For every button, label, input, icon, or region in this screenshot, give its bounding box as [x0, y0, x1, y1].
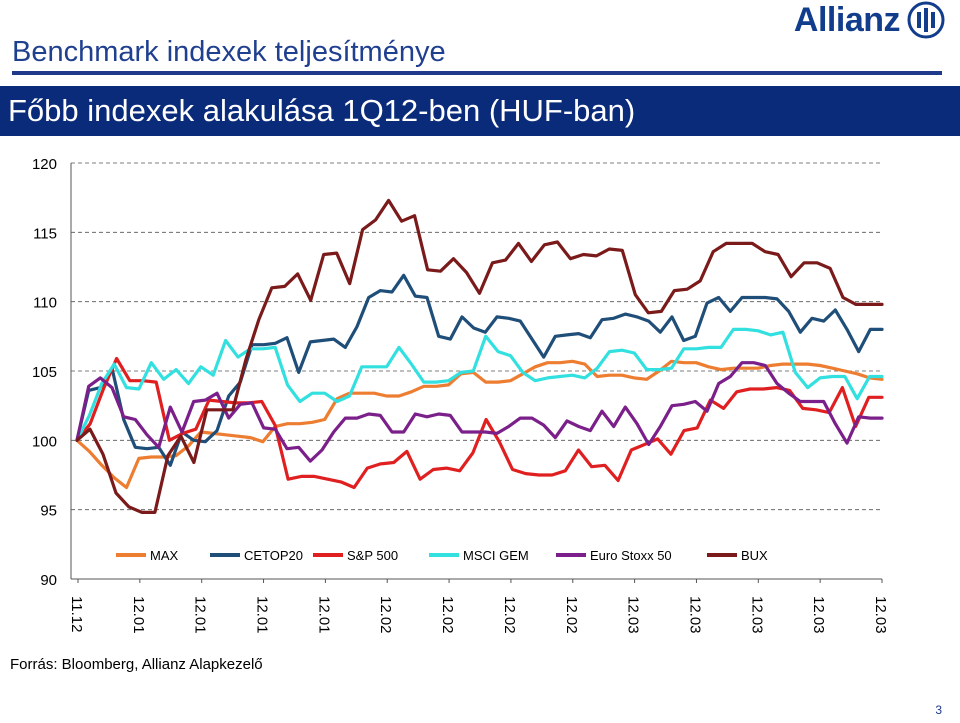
legend-label-s-p-500: S&P 500 [347, 548, 398, 563]
y-tick-label: 90 [40, 572, 57, 589]
y-tick-label: 110 [33, 295, 57, 312]
x-tick-label: 12.02 [563, 596, 580, 634]
x-tick-label: 12.03 [748, 596, 765, 634]
y-tick-label: 115 [33, 225, 57, 242]
banner-subtitle: Főbb indexek alakulása 1Q12-ben (HUF-ban… [8, 93, 636, 128]
series-line-s-p-500 [75, 356, 884, 490]
x-tick-label: 12.01 [254, 596, 271, 634]
legend-label-bux: BUX [741, 548, 768, 563]
legend-label-max: MAX [150, 548, 179, 563]
series-line-msci-gem [75, 327, 884, 442]
legend-label-cetop20: CETOP20 [244, 548, 303, 563]
y-tick-label: 100 [32, 433, 57, 450]
series-line-bux [75, 198, 884, 515]
x-tick-label: 12.03 [872, 596, 889, 634]
index-performance-chart: 90 95 100 105 110 115 120 11.12 12.01 12.01 12.01 1… [32, 156, 889, 634]
x-tick-label: 12.02 [501, 596, 518, 634]
y-tick-label: 95 [40, 503, 57, 520]
series-line-cetop20 [75, 273, 884, 467]
y-tick-label: 120 [32, 156, 57, 173]
allianz-eagle-icon [907, 1, 945, 39]
page-number: 3 [935, 703, 942, 717]
logo-text: Allianz [793, 0, 901, 39]
allianz-logo: Allianz [794, 0, 946, 40]
x-tick-label: 12.02 [439, 596, 456, 634]
x-tick-label: 12.03 [686, 596, 703, 634]
x-tick-label: 12.03 [625, 596, 642, 634]
title-underline [12, 71, 942, 75]
x-tick-label: 11.12 [68, 596, 85, 632]
x-tick-label: 12.01 [130, 596, 147, 634]
y-tick-label: 105 [32, 364, 57, 381]
series-line-euro-stoxx-50 [75, 361, 884, 463]
series-line-max [75, 359, 884, 490]
x-tick-label: 12.03 [810, 596, 827, 634]
page-title: Benchmark indexek teljesítménye [12, 36, 446, 68]
legend-label-msci-gem: MSCI GEM [463, 548, 529, 563]
x-tick-label: 12.01 [192, 596, 209, 634]
x-tick-label: 12.01 [315, 596, 332, 634]
legend-label-euro-stoxx-50: Euro Stoxx 50 [590, 548, 672, 563]
subtitle-banner: Főbb indexek alakulása 1Q12-ben (HUF-ban… [0, 86, 960, 136]
x-tick-label: 12.02 [377, 596, 394, 634]
source-note: Forrás: Bloomberg, Allianz Alapkezelő [10, 656, 263, 673]
